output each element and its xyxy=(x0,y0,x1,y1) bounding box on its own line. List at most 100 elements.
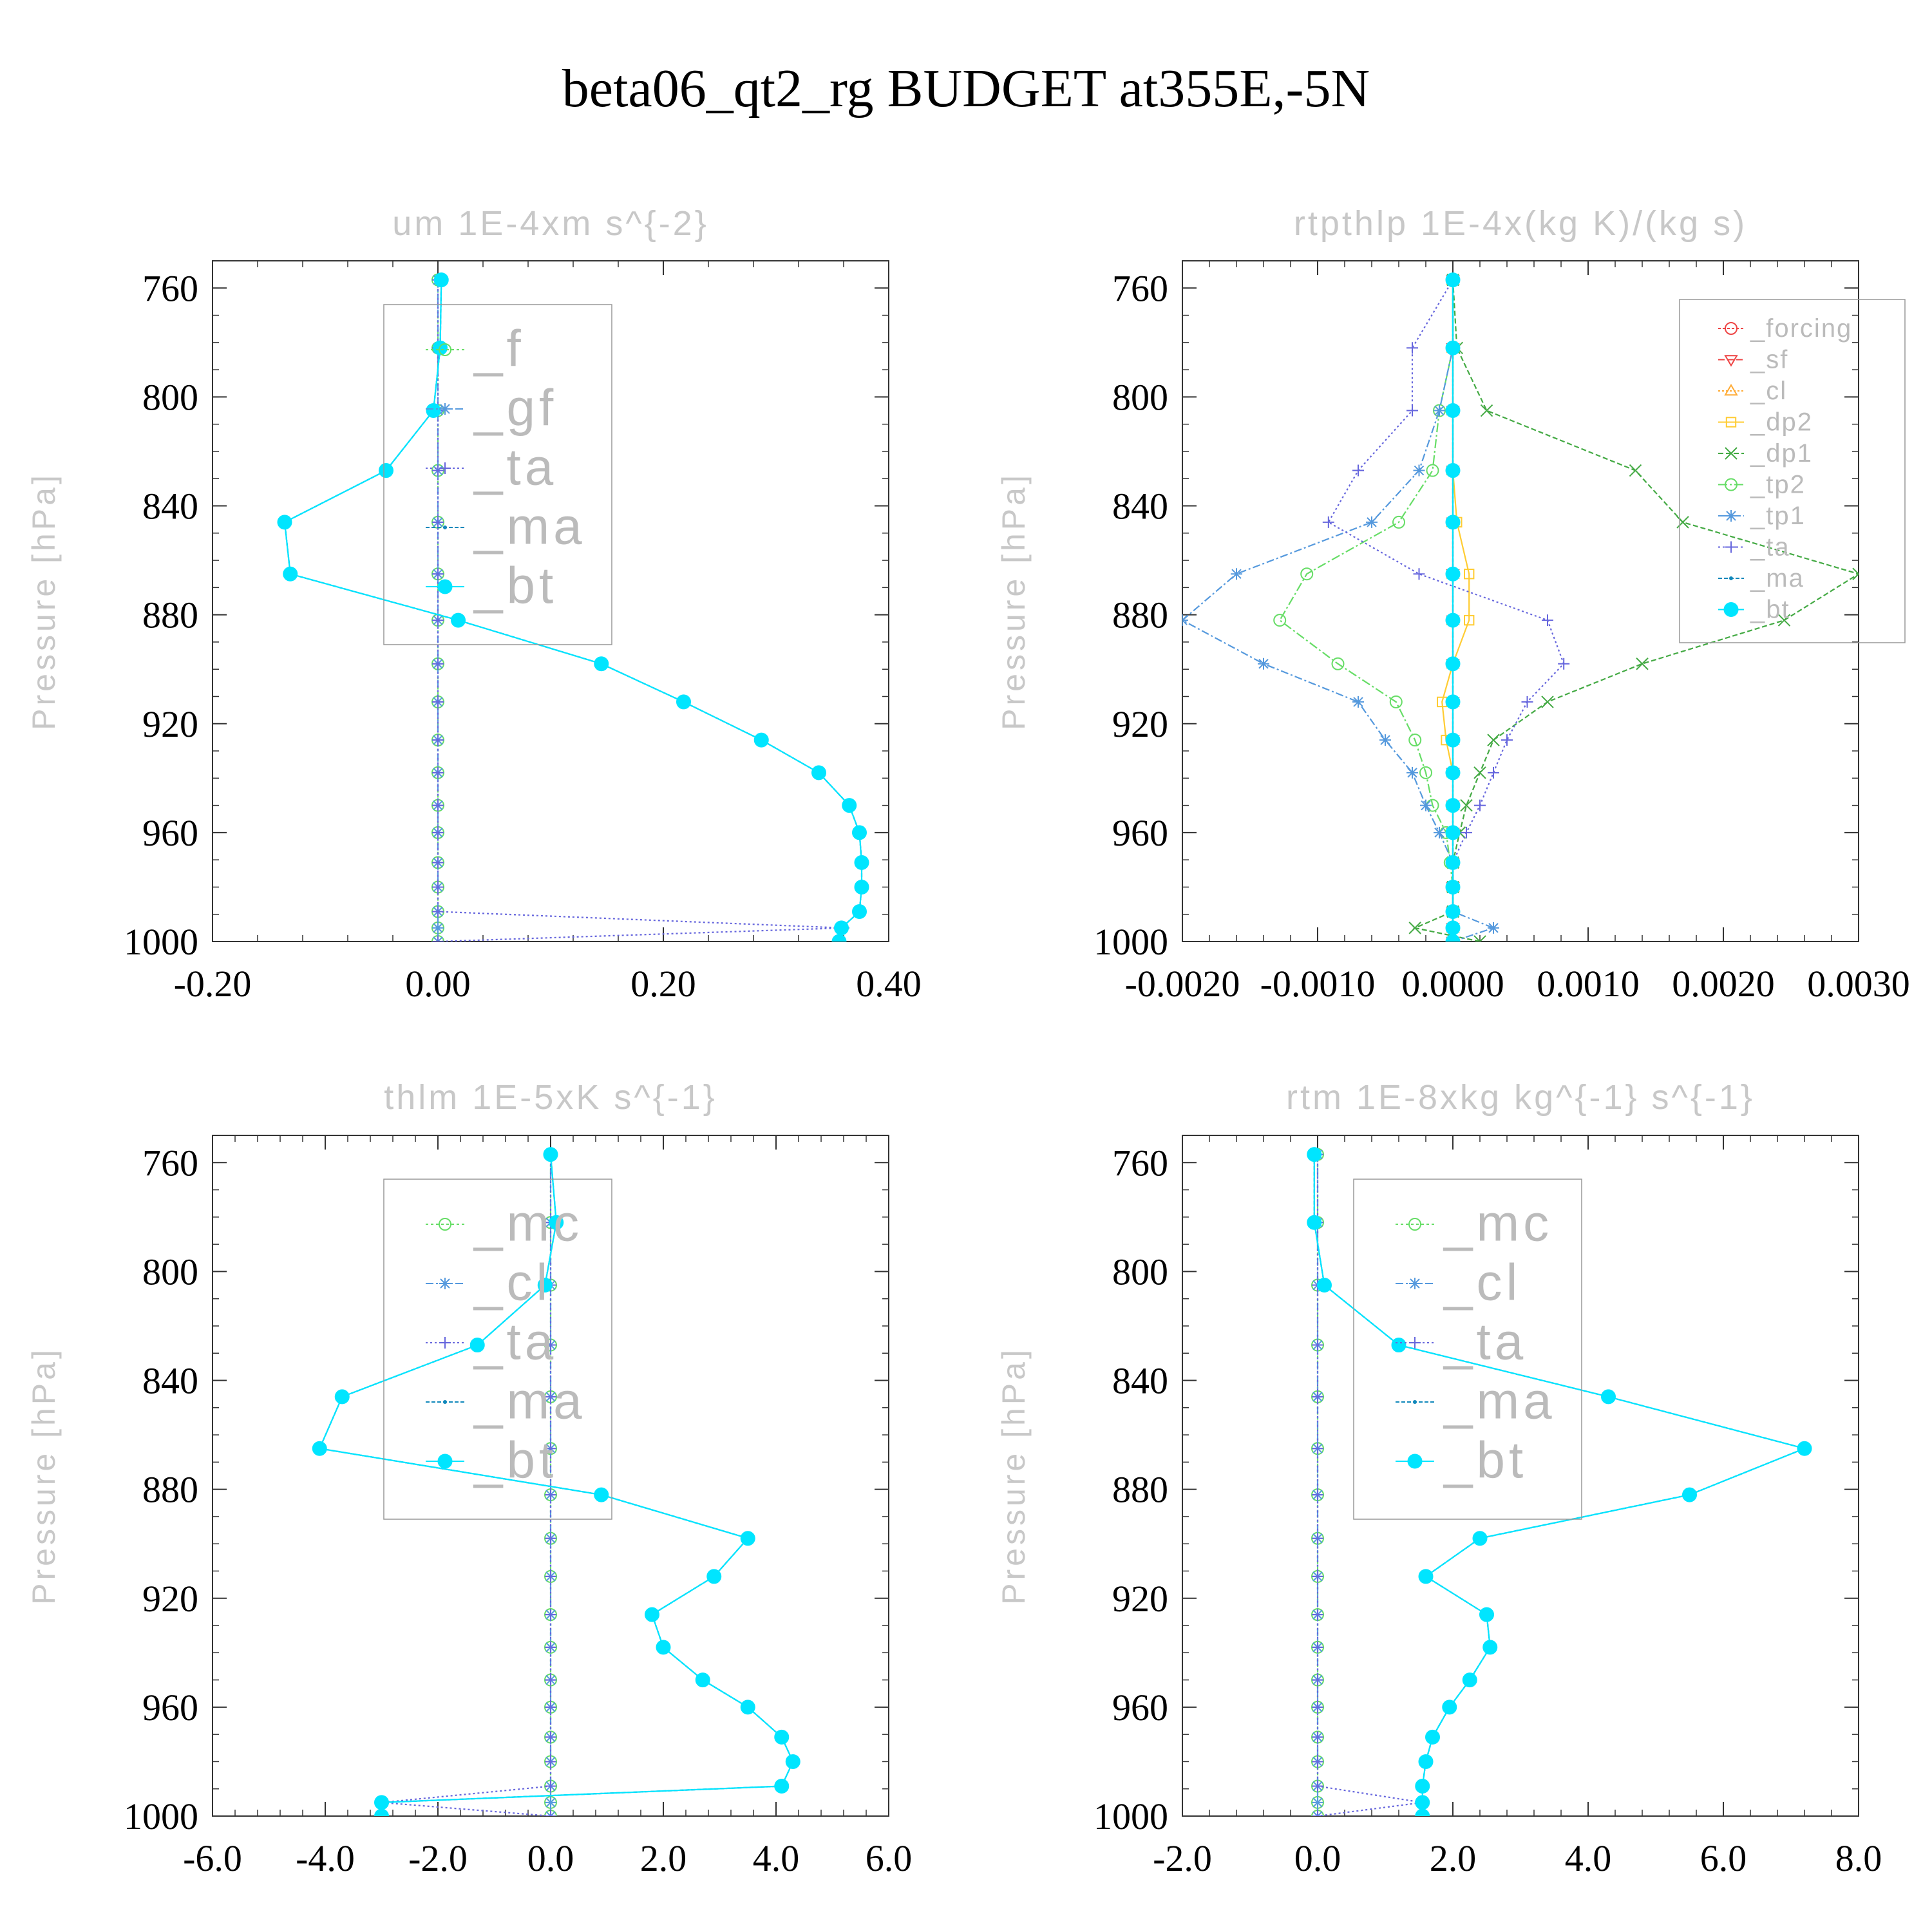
legend-label: _tp1 xyxy=(1750,502,1806,530)
series-line xyxy=(1278,279,1454,942)
y-tick-label: 920 xyxy=(1112,1578,1168,1620)
y-tick-label: 920 xyxy=(142,1578,198,1620)
legend-swatch-marker xyxy=(439,343,451,356)
data-point xyxy=(1445,463,1461,478)
data-point xyxy=(1445,825,1461,840)
data-point xyxy=(1406,404,1418,417)
data-point xyxy=(854,879,869,895)
data-point xyxy=(545,1810,556,1816)
legend-swatch-marker xyxy=(1729,576,1733,580)
data-point xyxy=(1312,1489,1323,1501)
x-tick-label: 0.0 xyxy=(1294,1837,1341,1879)
legend-item: _ta xyxy=(426,1313,553,1370)
legend-label: _mc xyxy=(1443,1195,1553,1252)
y-tick-label: 840 xyxy=(1112,486,1168,527)
data-point xyxy=(1418,1754,1434,1769)
data-point xyxy=(1406,766,1418,779)
legend-item: _bt xyxy=(1396,1432,1527,1489)
data-point xyxy=(1312,1810,1323,1816)
data-point xyxy=(1352,696,1364,708)
y-tick-label: 920 xyxy=(142,703,198,745)
x-tick-label: -4.0 xyxy=(296,1837,355,1879)
panels: um 1E-4xm s^{-2}Pressure [hPa]-0.20 0.00 0… xyxy=(26,204,1910,1879)
data-point xyxy=(545,1796,556,1808)
data-point xyxy=(432,766,444,779)
y-axis-label: Pressure [hPa] xyxy=(996,1347,1032,1605)
legend-item: _ta xyxy=(1396,1313,1523,1370)
data-point xyxy=(1312,1339,1323,1351)
legend-item: _mc xyxy=(1396,1195,1553,1252)
y-tick-label: 760 xyxy=(1112,267,1168,309)
data-point xyxy=(1366,516,1378,528)
legend-swatch-marker xyxy=(439,1337,451,1349)
data-point xyxy=(1312,1674,1323,1686)
legend-label: _tp2 xyxy=(1750,470,1806,498)
x-tick-label: 0.40 xyxy=(856,963,922,1005)
data-point xyxy=(785,1754,800,1769)
series-line xyxy=(1316,1154,1423,1816)
data-point xyxy=(740,1531,755,1546)
x-tick-label: 0.00 xyxy=(405,963,471,1005)
legend-swatch-marker xyxy=(1725,447,1738,460)
panel-rtm: rtm 1E-8xkg kg^{-1} s^{-1} Pressure [hPa]… xyxy=(996,1078,1882,1879)
y-tick-label: 800 xyxy=(142,1251,198,1293)
legend-item: _dp2 xyxy=(1718,408,1812,436)
data-point xyxy=(774,1729,790,1745)
data-point xyxy=(1541,696,1554,708)
data-point xyxy=(432,658,444,670)
data-point xyxy=(549,1215,564,1230)
legend-swatch-marker xyxy=(1409,1278,1421,1289)
legend-item: _ta xyxy=(1718,533,1789,561)
series-bt xyxy=(277,272,869,942)
data-point xyxy=(834,920,849,936)
legend-label: _bt xyxy=(1750,595,1790,623)
data-point xyxy=(433,272,449,288)
data-point xyxy=(1312,1780,1323,1792)
data-point xyxy=(1445,798,1461,813)
data-point xyxy=(1426,464,1439,477)
data-point xyxy=(1312,1390,1323,1403)
data-point xyxy=(1312,1532,1323,1544)
data-point xyxy=(1797,1441,1812,1456)
x-tick-label: 4.0 xyxy=(753,1837,800,1879)
x-tick-label: 0.0 xyxy=(527,1837,574,1879)
data-point xyxy=(545,1570,556,1582)
legend-item: _sf xyxy=(1718,345,1787,374)
legend-label: _f xyxy=(473,320,525,377)
legend-label: _bt xyxy=(473,1432,557,1489)
y-axis-label: Pressure [hPa] xyxy=(26,1347,62,1605)
legend-label: _bt xyxy=(1443,1432,1527,1489)
data-point xyxy=(594,656,609,672)
legend-swatch-marker xyxy=(439,403,451,415)
y-tick-label: 880 xyxy=(1112,1469,1168,1511)
data-point xyxy=(1445,855,1461,870)
legend-swatch-marker xyxy=(1407,1454,1423,1469)
panel-title: rtm 1E-8xkg kg^{-1} s^{-1} xyxy=(1286,1078,1755,1117)
legend-swatch-marker xyxy=(439,1218,451,1231)
data-point xyxy=(842,798,857,813)
data-point xyxy=(1312,1641,1323,1653)
legend-item: _cl xyxy=(1718,377,1786,405)
data-point xyxy=(1479,1607,1494,1622)
legend-item: _f xyxy=(426,320,525,377)
data-point xyxy=(432,614,444,627)
legend-item: _ma xyxy=(426,498,582,555)
data-point xyxy=(1445,694,1461,710)
data-point xyxy=(1445,515,1461,530)
legend-box xyxy=(383,304,612,645)
data-point xyxy=(432,922,444,934)
legend-item: _forcing xyxy=(1718,314,1851,343)
data-point xyxy=(1312,1731,1323,1743)
legend-item: _ma xyxy=(1396,1372,1552,1430)
data-point xyxy=(1322,516,1334,528)
panel-um: um 1E-4xm s^{-2} Pressure [hPa] -0.20 0.00 0… xyxy=(26,204,922,1005)
panel-rtpthlp: rtpthlp 1E-4x(kg K)/(kg s) Pressure [hPa]… xyxy=(996,204,1910,1005)
data-point xyxy=(432,826,444,838)
data-point xyxy=(1391,1338,1406,1353)
legend-swatch-marker xyxy=(1725,417,1737,428)
data-point xyxy=(545,1756,556,1768)
data-point xyxy=(1307,1147,1322,1162)
data-point xyxy=(1461,826,1472,838)
data-point xyxy=(1676,516,1689,529)
